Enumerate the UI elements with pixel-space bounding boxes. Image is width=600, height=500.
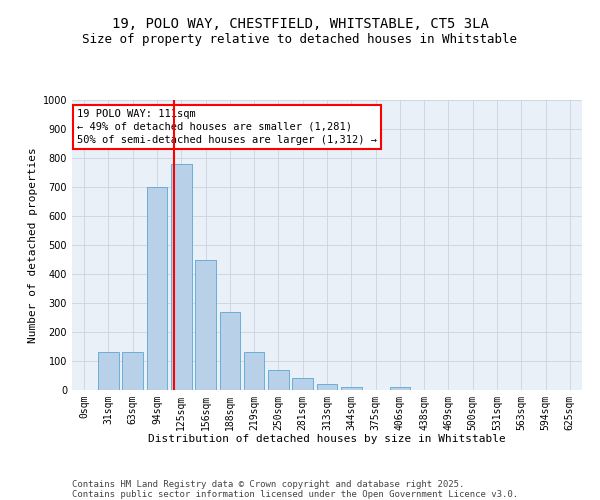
Bar bbox=[146, 187, 167, 390]
Text: 19 POLO WAY: 111sqm
← 49% of detached houses are smaller (1,281)
50% of semi-det: 19 POLO WAY: 111sqm ← 49% of detached ho… bbox=[77, 108, 377, 145]
Bar bbox=[220, 312, 240, 390]
Bar bbox=[195, 260, 216, 390]
Y-axis label: Number of detached properties: Number of detached properties bbox=[28, 147, 38, 343]
Bar bbox=[122, 352, 143, 390]
Text: Contains HM Land Registry data © Crown copyright and database right 2025.
Contai: Contains HM Land Registry data © Crown c… bbox=[72, 480, 518, 499]
Text: 19, POLO WAY, CHESTFIELD, WHITSTABLE, CT5 3LA: 19, POLO WAY, CHESTFIELD, WHITSTABLE, CT… bbox=[112, 18, 488, 32]
Bar bbox=[244, 352, 265, 390]
Bar bbox=[341, 387, 362, 390]
Bar bbox=[292, 378, 313, 390]
Bar bbox=[98, 352, 119, 390]
X-axis label: Distribution of detached houses by size in Whitstable: Distribution of detached houses by size … bbox=[148, 434, 506, 444]
Bar bbox=[171, 164, 191, 390]
Bar bbox=[268, 370, 289, 390]
Text: Size of property relative to detached houses in Whitstable: Size of property relative to detached ho… bbox=[83, 32, 517, 46]
Bar bbox=[317, 384, 337, 390]
Bar bbox=[389, 387, 410, 390]
